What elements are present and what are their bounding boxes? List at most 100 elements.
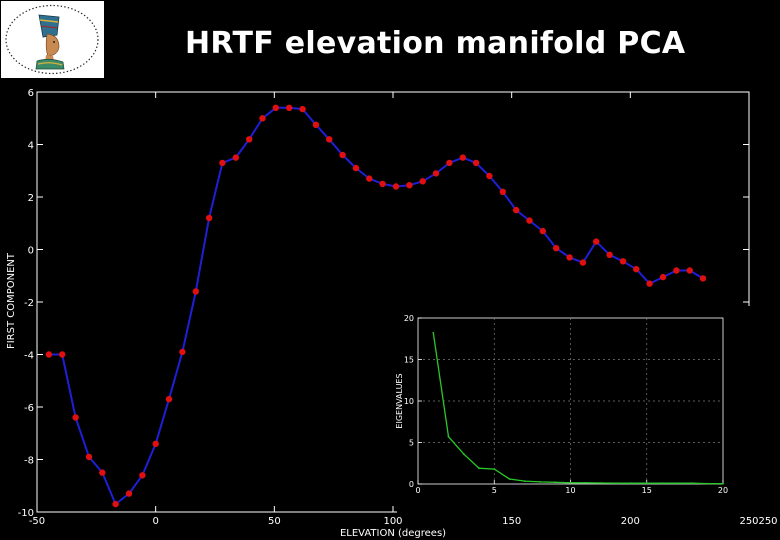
main-data-point [406,182,413,189]
main-x-tick-label: 150 [502,516,521,527]
inset-data-point [462,453,465,455]
main-data-point [619,258,627,265]
main-x-tick-label: 200 [621,516,640,527]
inset-x-tick-label: 20 [718,486,728,495]
main-y-tick-label: -8 [24,456,34,467]
inset-data-point [569,481,572,484]
main-data-point [312,121,320,128]
inset-data-point [493,468,496,470]
inset-data-point [508,478,511,480]
main-data-point [539,227,546,235]
main-series-line [48,106,704,506]
main-data-point [72,414,79,421]
inset-y-tick-label: 20 [404,314,414,323]
slide-title: HRTF elevation manifold PCA [185,26,686,61]
main-y-tick-label: 6 [28,88,34,99]
inset-data-point [432,332,435,334]
inset-data-point [447,435,450,438]
main-data-point [299,105,306,113]
main-x-tick-label: 100 [383,516,402,527]
main-data-point [486,172,493,180]
main-data-point [446,159,453,167]
main-x-tick-label: 250 [739,516,758,527]
main-data-point [579,259,587,266]
main-data-point [165,395,173,403]
main-y-tick-label: -4 [24,351,34,362]
main-y-tick-label: -6 [24,403,34,414]
inset-data-point [676,482,679,485]
inset-data-point [584,481,587,484]
inset-data-point [661,482,663,485]
main-x-tick-label: 50 [268,516,281,527]
inset-data-point [722,482,724,485]
main-y-tick-label: -10 [18,508,34,519]
main-data-point [272,104,279,112]
main-data-point [45,351,53,358]
inset-data-point [706,482,709,485]
main-data-point [59,351,66,358]
main-data-point [432,170,440,177]
main-data-point [219,159,226,167]
main-data-point [699,275,707,282]
inset-y-tick-label: 5 [409,439,414,448]
inset-y-tick-label: 15 [404,356,414,365]
main-data-point [499,188,506,195]
main-data-point [459,154,466,161]
main-data-point [205,214,213,222]
main-data-point [232,154,239,161]
main-data-point [125,490,133,497]
logo [1,1,104,78]
inset-series-line [432,332,723,485]
main-x-tick-label: -50 [29,516,45,527]
inset-data-point [615,482,618,485]
main-data-point [326,136,333,143]
inset-x-tick-label: 15 [642,486,652,495]
inset-data-point [523,480,526,482]
main-y-tick-label: 4 [28,141,34,152]
extra-x-tick-label: 250 [758,516,777,527]
main-data-point [646,280,653,287]
inset-data-point [691,482,694,485]
main-y-tick-label: -2 [24,298,34,309]
inset-data-point [645,482,648,485]
inset-y-tick-label: 0 [409,480,414,489]
inset-plot-background [397,306,750,516]
main-data-point [85,453,93,461]
main-data-point [633,266,640,273]
main-data-point [259,115,266,122]
main-data-point [366,175,373,182]
main-data-point [99,469,106,476]
inset-x-tick-label: 0 [415,486,420,495]
inset-data-point [478,467,480,470]
main-data-point [659,273,667,281]
main-data-point [112,500,119,508]
inset-x-tick-label: 10 [565,486,575,495]
inset-y-tick-label: 10 [404,397,414,406]
main-x-tick-label: 0 [152,516,158,527]
main-data-point [352,164,360,172]
main-data-point [526,217,533,224]
main-data-point [606,251,613,258]
main-y-axis-label: FIRST COMPONENT [6,252,17,349]
main-data-point [392,183,400,190]
inset-y-axis-label: EIGENVALUES [395,373,404,428]
main-data-point [192,288,199,295]
main-data-point [673,267,680,274]
main-x-axis-label: ELEVATION (degrees) [340,528,446,539]
inset-data-point [630,482,633,485]
inset-data-point [600,482,602,484]
main-data-point [513,206,520,214]
main-data-point [152,440,159,447]
main-data-point [593,238,600,245]
main-data-point [566,254,573,261]
main-data-point [246,136,253,143]
inset-data-point [539,481,541,483]
main-data-point [553,245,560,252]
nefertiti-bust-icon [5,4,99,75]
main-data-point [472,159,480,167]
main-data-point [179,348,186,356]
main-y-tick-label: 2 [28,193,34,204]
main-data-point [686,267,693,274]
main-data-point [339,151,346,159]
